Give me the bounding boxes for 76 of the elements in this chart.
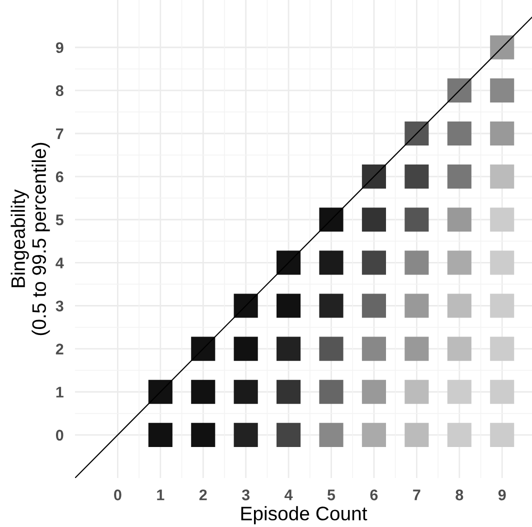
point	[276, 250, 301, 275]
x-tick-label: 9	[498, 490, 506, 500]
point	[490, 164, 514, 189]
point	[404, 336, 429, 361]
y-tick-label: 8	[56, 85, 64, 96]
point	[191, 380, 216, 404]
point	[404, 380, 429, 404]
point	[234, 336, 258, 361]
point	[447, 78, 472, 102]
point	[447, 294, 472, 318]
point	[404, 121, 429, 146]
y-axis-title: Bingeability (0.5 to 99.5 percentile)	[10, 142, 50, 336]
point	[234, 294, 258, 318]
point	[447, 250, 472, 275]
point	[148, 422, 172, 447]
y-tick-label: 7	[56, 128, 64, 140]
point	[447, 422, 472, 447]
y-tick-label: 5	[56, 214, 64, 226]
x-axis-title: Episode Count	[241, 506, 368, 524]
point	[319, 380, 344, 404]
point	[234, 422, 258, 447]
x-tick-label: 7	[413, 490, 420, 500]
point	[319, 336, 344, 361]
x-tick-label: 1	[157, 490, 164, 500]
point	[319, 208, 344, 232]
point	[191, 336, 216, 361]
point	[319, 294, 344, 318]
point	[447, 336, 472, 361]
y-tick-label: 0	[56, 430, 64, 441]
x-tick-label: 2	[199, 490, 207, 500]
x-tick-label: 5	[327, 490, 336, 500]
point	[362, 294, 386, 318]
point	[362, 380, 386, 404]
x-tick-label: 4	[284, 490, 293, 500]
point	[490, 121, 514, 146]
point	[319, 422, 344, 447]
y-tick-label: 4	[56, 258, 64, 268]
point	[490, 208, 514, 232]
point	[234, 380, 258, 404]
point	[447, 208, 472, 232]
y-tick-label: 9	[56, 42, 64, 54]
point	[490, 78, 514, 102]
point	[490, 294, 514, 318]
point	[404, 422, 429, 447]
point	[362, 336, 386, 361]
y-tick-label: 6	[56, 171, 64, 182]
point	[490, 35, 514, 60]
point	[490, 380, 514, 404]
point	[362, 164, 386, 189]
point	[319, 250, 344, 275]
point	[276, 336, 301, 361]
x-tick-label: 6	[370, 490, 378, 500]
x-tick-label: 8	[456, 490, 464, 500]
point	[404, 294, 429, 318]
point	[404, 208, 429, 232]
point	[404, 164, 429, 189]
point	[276, 380, 301, 404]
point	[362, 208, 386, 232]
point	[447, 380, 472, 404]
point	[490, 336, 514, 361]
point	[191, 422, 216, 447]
point	[490, 422, 514, 447]
x-tick-label: 3	[242, 490, 250, 500]
point	[447, 121, 472, 146]
point	[148, 380, 172, 404]
y-tick-label: 2	[56, 344, 64, 354]
point	[404, 250, 429, 275]
point	[447, 164, 472, 189]
x-tick-label: 0	[114, 490, 122, 500]
point	[490, 250, 514, 275]
point	[362, 422, 386, 447]
point	[362, 250, 386, 275]
point	[276, 422, 301, 447]
point	[276, 294, 301, 318]
y-tick-label: 3	[56, 300, 64, 312]
y-tick-label: 1	[56, 386, 64, 398]
